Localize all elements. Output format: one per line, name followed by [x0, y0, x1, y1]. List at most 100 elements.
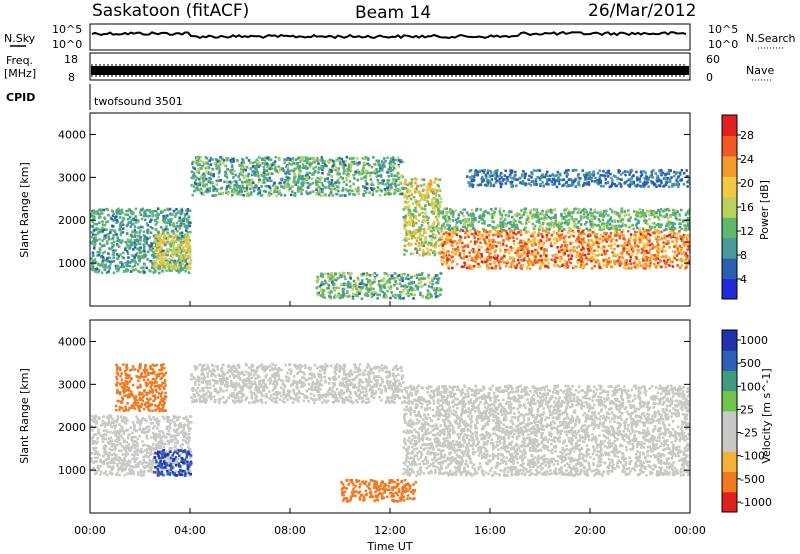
heatmap-cell: [499, 212, 502, 216]
heatmap-cell: [642, 231, 645, 234]
heatmap-cell: [452, 212, 455, 215]
heatmap-cell: [616, 211, 619, 215]
heatmap-cell: [454, 224, 458, 227]
heatmap-cell: [438, 178, 442, 181]
heatmap-cell: [171, 213, 174, 216]
heatmap-cell: [201, 177, 204, 180]
heatmap-cell: [654, 255, 658, 258]
heatmap-cell: [646, 181, 649, 184]
heatmap-cell: [674, 209, 677, 212]
heatmap-cell: [664, 183, 668, 186]
heatmap-cell: [114, 216, 117, 219]
heatmap-cell: [155, 265, 158, 268]
heatmap-cell: [513, 227, 517, 231]
heatmap-cell: [517, 255, 521, 259]
heatmap-cell: [127, 256, 130, 259]
heatmap-cell: [498, 181, 502, 184]
heatmap-cell: [665, 228, 668, 231]
heatmap-cell: [154, 255, 157, 259]
heatmap-cell: [512, 243, 516, 246]
heatmap-cell: [427, 216, 430, 220]
heatmap-cell: [114, 264, 118, 268]
heatmap-cell: [476, 173, 480, 177]
heatmap-cell: [177, 259, 180, 263]
heatmap-cell: [537, 231, 541, 235]
heatmap-cell: [658, 249, 661, 252]
heatmap-cell: [651, 222, 655, 225]
heatmap-cell: [580, 223, 583, 226]
heatmap-cell: [233, 179, 237, 183]
heatmap-cell: [622, 234, 626, 238]
heatmap-cell: [175, 229, 179, 233]
heatmap-cell: [591, 212, 594, 215]
heatmap-cell: [495, 174, 498, 178]
heatmap-cell: [225, 158, 229, 162]
heatmap-cell: [673, 222, 677, 226]
heatmap-cell: [180, 207, 184, 211]
heatmap-cell: [224, 164, 227, 168]
heatmap-cell: [499, 244, 503, 247]
heatmap-cell: [242, 161, 245, 165]
heatmap-cell: [483, 222, 486, 225]
heatmap-cell: [177, 219, 181, 223]
heatmap-cell: [370, 181, 374, 184]
heatmap-cell: [477, 220, 480, 224]
heatmap-cell: [112, 260, 116, 263]
heatmap-cell: [609, 172, 612, 176]
heatmap-cell: [98, 247, 102, 250]
noise-left-label: N.Sky: [4, 32, 36, 45]
heatmap-cell: [198, 183, 202, 187]
heatmap-cell: [567, 169, 570, 172]
heatmap-cell: [510, 185, 513, 189]
heatmap-cell: [322, 164, 325, 168]
heatmap-cell: [110, 217, 114, 221]
heatmap-cell: [594, 235, 597, 238]
heatmap-cell: [433, 197, 436, 201]
heatmap-cell: [534, 255, 537, 259]
heatmap-cell: [673, 213, 677, 217]
heatmap-cell: [492, 256, 495, 259]
heatmap-cell: [503, 255, 506, 258]
heatmap-cell: [143, 245, 146, 248]
heatmap-cell: [505, 244, 508, 248]
heatmap-cell: [100, 208, 103, 212]
heatmap-cell: [578, 227, 581, 230]
heatmap-cell: [298, 166, 302, 169]
heatmap-cell: [667, 185, 671, 189]
heatmap-cell: [421, 211, 425, 215]
heatmap-cell: [527, 249, 531, 253]
heatmap-cell: [339, 175, 343, 179]
heatmap-cell: [382, 161, 386, 165]
heatmap-cell: [377, 174, 381, 177]
heatmap-cell: [569, 211, 573, 214]
cpid-label: CPID: [6, 91, 35, 104]
heatmap-cell: [451, 215, 455, 218]
heatmap-cell: [298, 173, 301, 177]
heatmap-cell: [570, 181, 574, 184]
heatmap-cell: [619, 185, 623, 188]
heatmap-cell: [545, 178, 549, 181]
heatmap-cell: [687, 178, 690, 182]
heatmap-cell: [290, 163, 293, 166]
heatmap-cell: [305, 161, 309, 165]
heatmap-cell: [144, 253, 147, 256]
heatmap-cell: [576, 225, 580, 229]
heatmap-cell: [506, 221, 510, 225]
heatmap-cell: [477, 252, 481, 255]
heatmap-cell: [562, 215, 566, 219]
heatmap-cell: [256, 192, 260, 196]
heatmap-cell: [560, 250, 563, 254]
heatmap-cell: [186, 265, 189, 268]
heatmap-cell: [533, 241, 536, 244]
heatmap-cell: [541, 181, 544, 184]
heatmap-cell: [247, 172, 250, 176]
heatmap-cell: [241, 173, 244, 177]
heatmap-cell: [447, 215, 450, 219]
heatmap-cell: [564, 219, 568, 223]
heatmap-cell: [142, 249, 146, 253]
heatmap-cell: [650, 213, 653, 216]
heatmap-cell: [600, 213, 603, 216]
heatmap-cell: [514, 225, 518, 229]
heatmap-cell: [642, 182, 645, 185]
heatmap-cell: [653, 229, 657, 232]
